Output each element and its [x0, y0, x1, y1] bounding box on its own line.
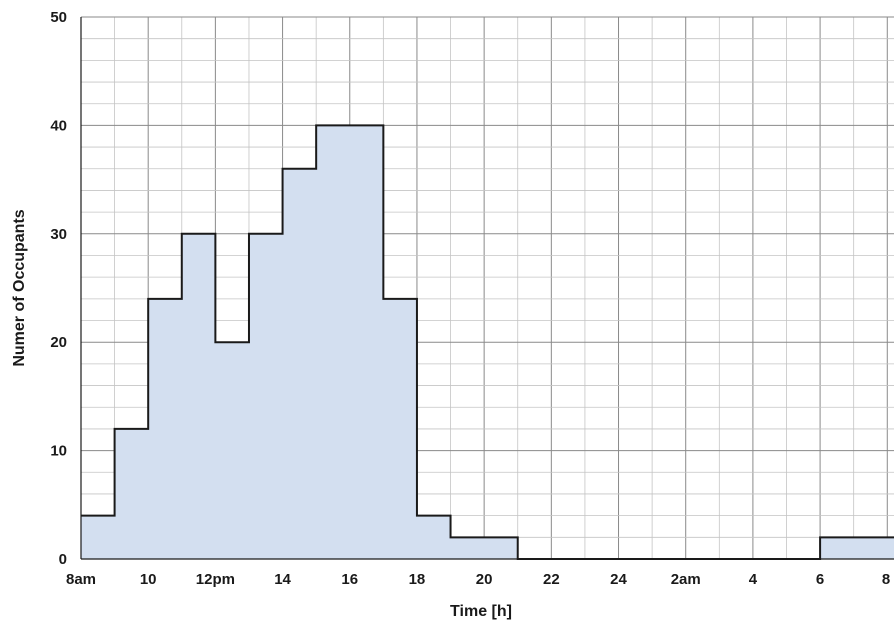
x-axis-title: Time [h]: [450, 603, 512, 620]
axes: [80, 17, 894, 560]
x-tick-label: 22: [543, 571, 560, 588]
y-tick-label: 50: [50, 9, 67, 26]
y-tick-label: 30: [50, 226, 67, 243]
x-tick-label: 8am: [66, 571, 96, 588]
x-tick-label: 6: [816, 571, 824, 588]
x-tick-label: 18: [409, 571, 426, 588]
grid: [80, 16, 894, 560]
y-tick-label: 10: [50, 443, 67, 460]
y-tick-label: 20: [50, 334, 67, 351]
x-tick-label: 12pm: [196, 571, 235, 588]
x-tick-label: 4: [749, 571, 758, 588]
y-tick-label: 0: [59, 551, 67, 568]
x-tick-label: 16: [341, 571, 358, 588]
x-tick-label: 10: [140, 571, 157, 588]
occupancy-area: [81, 125, 894, 560]
x-tick-label: 14: [274, 571, 291, 588]
x-tick-label: 24: [610, 571, 627, 588]
x-tick-label: 20: [476, 571, 493, 588]
y-tick-label: 40: [50, 117, 67, 134]
y-axis-title: Numer of Occupants: [11, 209, 28, 366]
x-tick-labels: 8am 10 12pm 14 16 18 20 22 24 2am 4 6 8: [66, 571, 890, 588]
x-tick-label: 2am: [671, 571, 701, 588]
y-tick-labels: 0 10 20 30 40 50: [50, 9, 67, 568]
x-tick-label: 8: [882, 571, 890, 588]
